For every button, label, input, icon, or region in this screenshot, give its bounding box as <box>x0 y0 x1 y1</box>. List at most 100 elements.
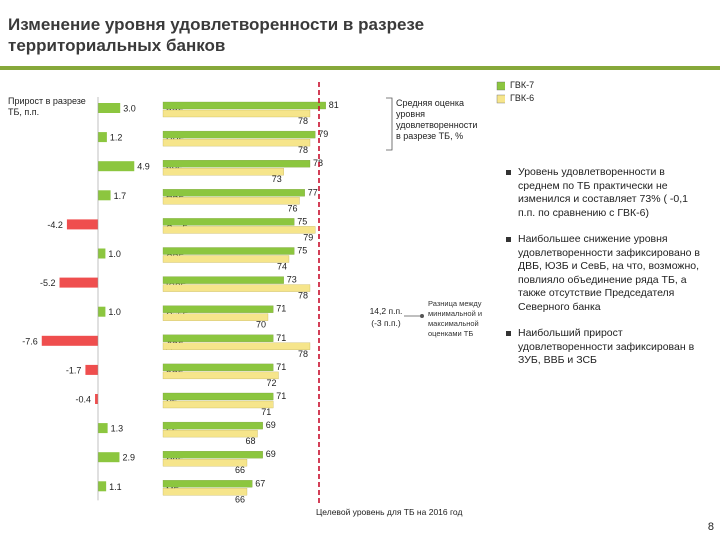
value-label-gvk6: 78 <box>298 116 308 126</box>
bar-gvk7 <box>162 480 253 488</box>
legend-label-gvk6: ГВК-6 <box>510 93 535 103</box>
legend-label-gvk7: ГВК-7 <box>510 80 535 90</box>
bar-gvk6 <box>162 168 284 176</box>
growth-bar <box>98 306 106 317</box>
value-label-gvk7: 75 <box>297 246 307 256</box>
bar-gvk6 <box>162 313 269 321</box>
bar-gvk6 <box>162 255 290 263</box>
growth-value-label: -5.2 <box>40 278 56 288</box>
value-label-gvk7: 77 <box>308 187 318 197</box>
bar-gvk6 <box>162 342 311 350</box>
value-label-gvk6: 78 <box>298 145 308 155</box>
satisfaction-bars: ВВБ8178ЦЧБ7978ЗУБ7873ПВБ7776СевБ7579СРБ7… <box>162 100 339 504</box>
growth-value-label: 1.0 <box>108 249 121 259</box>
bullet-text: Наибольший прирост удовлетворенности заф… <box>518 327 695 366</box>
bar-gvk6 <box>162 371 279 380</box>
bar-gvk7 <box>162 160 311 168</box>
growth-value-label: 3.0 <box>123 104 136 114</box>
growth-value-label: 2.9 <box>122 453 135 463</box>
growth-value-label: 4.9 <box>137 162 150 172</box>
value-label-gvk6: 73 <box>272 174 282 184</box>
bar-gvk7 <box>162 247 295 255</box>
value-label-gvk6: 74 <box>277 262 287 272</box>
growth-bar <box>98 190 111 201</box>
bar-gvk7 <box>162 421 263 430</box>
growth-bar <box>98 248 106 259</box>
growth-bar <box>98 132 107 143</box>
value-label-gvk6: 72 <box>266 378 276 388</box>
bullet-text: Наибольшее снижение уровня удовлетворенн… <box>518 233 700 313</box>
title-rule <box>0 66 720 70</box>
value-label-gvk7: 75 <box>297 216 307 226</box>
growth-axis-title: Прирост в разрезе ТБ, п.п. <box>8 96 86 117</box>
range-note-line: максимальной <box>428 319 479 328</box>
bar-gvk6 <box>162 197 300 205</box>
bar-gvk6 <box>162 226 316 234</box>
growth-value-label: -1.7 <box>66 365 82 375</box>
bar-gvk7 <box>162 101 326 110</box>
bar-gvk7 <box>162 189 305 197</box>
growth-bar <box>41 335 98 346</box>
bar-gvk7 <box>162 334 274 342</box>
range-annotation: 14,2 п.п. (-3 п.п.) Разница междуминимал… <box>370 299 483 338</box>
growth-value-label: 1.0 <box>108 307 121 317</box>
value-label-gvk7: 71 <box>276 391 286 401</box>
bar-gvk7 <box>162 130 316 139</box>
growth-value-label: 1.3 <box>111 424 124 434</box>
value-label-gvk6: 71 <box>261 407 271 417</box>
growth-bar <box>98 161 135 172</box>
value-label-gvk6: 68 <box>245 436 255 446</box>
bullet-square-icon <box>506 237 511 242</box>
bar-gvk6 <box>162 284 311 292</box>
satisfaction-title-line: Средняя оценка <box>396 98 464 108</box>
value-label-gvk6: 66 <box>235 494 245 504</box>
bar-gvk6 <box>162 459 248 467</box>
range-note-line: минимальной и <box>428 309 482 318</box>
page-number: 8 <box>707 521 714 533</box>
range-note-line: оценками ТБ <box>428 329 473 338</box>
value-label-gvk6: 78 <box>298 291 308 301</box>
value-label-gvk6: 66 <box>235 465 245 475</box>
bar-gvk6 <box>162 109 311 118</box>
growth-bar <box>98 423 108 434</box>
bar-gvk7 <box>162 305 274 313</box>
range-sub: (-3 п.п.) <box>371 318 401 328</box>
range-value: 14,2 п.п. <box>370 306 403 316</box>
growth-value-label: -0.4 <box>76 395 92 405</box>
growth-value-label: 1.1 <box>109 482 122 492</box>
legend-swatch-gvk7 <box>496 81 505 91</box>
growth-value-label: 1.7 <box>114 191 127 201</box>
satisfaction-title-line: в разрезе ТБ, % <box>396 131 463 141</box>
bullet-square-icon <box>506 331 511 336</box>
bullet-item: Уровень удовлетворенности в среднем по Т… <box>505 166 705 220</box>
bullet-square-icon <box>506 170 511 175</box>
value-label-gvk7: 81 <box>329 100 339 110</box>
bullet-item: Наибольший прирост удовлетворенности заф… <box>505 327 705 368</box>
growth-bar <box>95 394 98 404</box>
growth-bar <box>85 364 98 375</box>
value-label-gvk6: 70 <box>256 320 266 330</box>
value-label-gvk6: 78 <box>298 349 308 359</box>
bar-gvk6 <box>162 138 311 147</box>
value-label-gvk7: 73 <box>287 275 297 285</box>
growth-bar <box>98 103 121 113</box>
bar-gvk7 <box>162 363 274 372</box>
satisfaction-chart: 3.0 1.2 4.9 1.7 -4.2 1.0 -5.2 1.0 -7.6 -1.7 -0.4 1.… <box>22 81 505 517</box>
value-label-gvk7: 79 <box>318 129 328 139</box>
value-label-gvk7: 69 <box>266 449 276 459</box>
target-line-label: Целевой уровень для ТБ на 2016 год <box>316 507 462 517</box>
value-label-gvk7: 71 <box>276 333 286 343</box>
growth-bars: 3.0 1.2 4.9 1.7 -4.2 1.0 -5.2 1.0 -7.6 -1.7 -0.4 1.… <box>22 97 150 501</box>
growth-value-label: 1.2 <box>110 133 123 143</box>
bullet-text: Уровень удовлетворенности в среднем по Т… <box>518 166 688 219</box>
growth-value-label: -4.2 <box>47 220 63 230</box>
bar-gvk7 <box>162 451 263 459</box>
growth-bar <box>98 481 107 492</box>
value-label-gvk7: 71 <box>276 304 286 314</box>
growth-value-label: -7.6 <box>22 336 38 346</box>
value-label-gvk6: 76 <box>287 203 297 213</box>
satisfaction-title-line: удовлетворенности <box>396 120 477 130</box>
bullet-item: Наибольшее снижение уровня удовлетворенн… <box>505 233 705 314</box>
bar-gvk7 <box>162 392 274 401</box>
